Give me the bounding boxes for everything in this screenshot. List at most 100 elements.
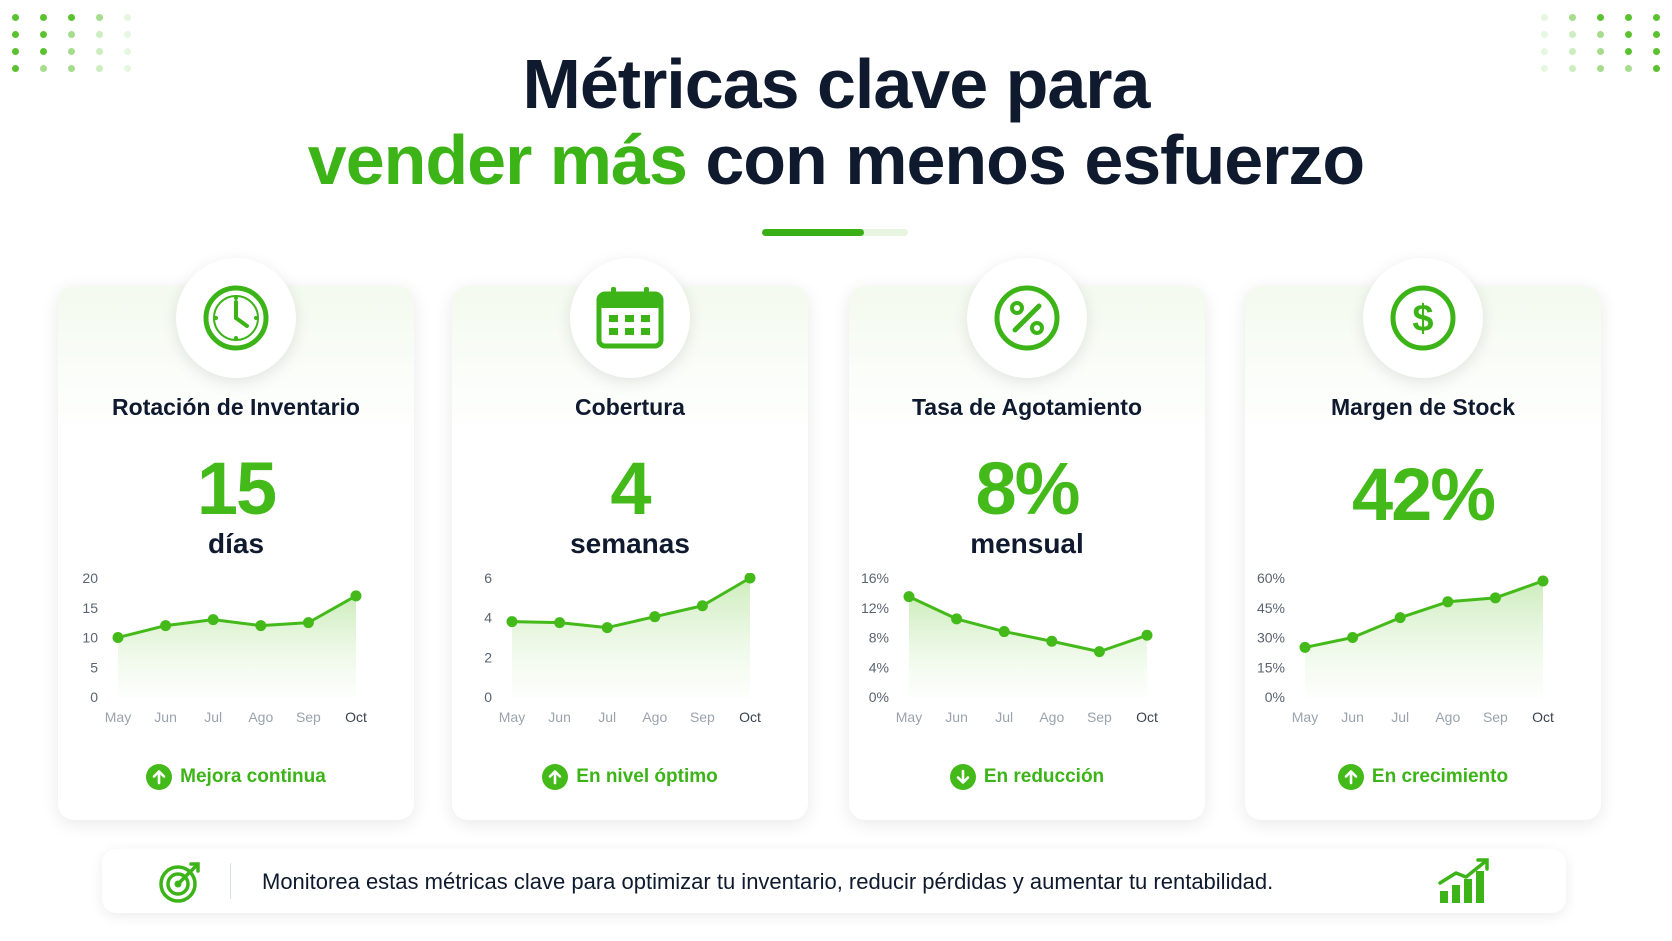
- metric-card-rotacion: Rotación de Inventario 15 días 20 15 10 5 0 M…: [58, 258, 414, 820]
- status-label: En nivel óptimo: [576, 766, 718, 787]
- series-area: [118, 595, 356, 697]
- y-tick-label: 12%: [861, 600, 889, 616]
- decorative-dot: [1597, 14, 1604, 21]
- decorative-dot: [1569, 31, 1576, 38]
- x-tick-label: Oct: [345, 709, 367, 725]
- y-tick-label: 5: [90, 659, 98, 675]
- series-line: [1304, 579, 1544, 649]
- arrow-up-icon: [542, 764, 569, 790]
- x-tick-label: Jun: [548, 709, 571, 725]
- y-tick-label: 30%: [1257, 630, 1285, 646]
- decorative-dot: [40, 65, 47, 72]
- data-point: [601, 622, 613, 634]
- y-tick-label: 20: [82, 573, 98, 586]
- x-tick-label: Ago: [1435, 709, 1460, 725]
- decorative-dot: [96, 14, 103, 21]
- decorative-dot: [1597, 65, 1604, 72]
- decorative-dot: [1541, 65, 1548, 72]
- x-tick-label: Jun: [154, 709, 177, 725]
- decorative-dot: [12, 65, 19, 72]
- dollar-icon: $: [1390, 285, 1456, 351]
- card-icon-wrapper: [176, 258, 296, 378]
- metric-card-agotamiento: Tasa de Agotamiento 8% mensual 16% 12% 8% 4…: [849, 258, 1205, 820]
- status-indicator: En crecimiento: [1245, 764, 1601, 790]
- decorative-dot: [1625, 48, 1632, 55]
- data-point: [255, 620, 267, 632]
- series-line: [117, 594, 357, 639]
- data-point: [350, 590, 362, 602]
- arrow-down-icon: [949, 764, 976, 790]
- y-tick-label: 15: [82, 600, 98, 616]
- y-tick-label: 6: [484, 573, 492, 586]
- decorative-dot: [1653, 48, 1660, 55]
- y-tick-label: 60%: [1257, 573, 1285, 586]
- data-point: [903, 591, 915, 603]
- title-underline: [762, 229, 908, 236]
- data-point: [554, 617, 566, 629]
- x-tick-label: Jul: [995, 709, 1013, 725]
- page-title-line1: Métricas clave para: [522, 45, 1151, 123]
- decorative-dot: [40, 31, 47, 38]
- x-tick-label: Sep: [1483, 709, 1508, 725]
- x-tick-label: Sep: [1087, 709, 1112, 725]
- data-point: [207, 614, 219, 626]
- series-line: [511, 576, 751, 630]
- card-value: 15: [196, 447, 277, 530]
- data-point: [951, 613, 963, 625]
- trend-chart: 16% 12% 8% 4% 0% May Jun Jul Ago Sep Oct: [861, 573, 1158, 725]
- data-point: [1141, 629, 1153, 641]
- y-tick-label: 10: [82, 630, 98, 646]
- status-indicator: Mejora continua: [58, 764, 414, 790]
- x-tick-label: May: [499, 709, 525, 725]
- status-label: En reducción: [983, 766, 1105, 787]
- trend-chart: 60% 45% 30% 15% 0% May Jun Jul Ago Sep Oct: [1257, 573, 1554, 725]
- decorative-dot: [1597, 48, 1604, 55]
- status-indicator: En reducción: [849, 764, 1205, 790]
- banner-text: Monitorea estas métricas clave para opti…: [262, 869, 1274, 894]
- calendar-icon: [596, 287, 664, 349]
- decorative-dot: [1541, 31, 1548, 38]
- decorative-dot: [1569, 14, 1576, 21]
- y-tick-label: 16%: [861, 573, 889, 586]
- decorative-dot: [1541, 48, 1548, 55]
- card-value: 4: [610, 447, 651, 530]
- card-title: Margen de Stock: [1330, 394, 1516, 420]
- decorative-dot: [1569, 48, 1576, 55]
- decorative-dot: [68, 65, 75, 72]
- y-tick-label: 0%: [869, 689, 889, 705]
- decorative-dot: [1569, 65, 1576, 72]
- decorative-dot: [124, 65, 131, 72]
- title-rest: con menos esfuerzo: [705, 121, 1365, 199]
- x-tick-label: Jul: [598, 709, 616, 725]
- decorative-dot: [68, 14, 75, 21]
- decorative-dot: [1597, 31, 1604, 38]
- metric-card-margen: $ Margen de Stock 42% 60% 45% 30% 15% 0% May J…: [1245, 258, 1601, 820]
- card-icon-wrapper: [967, 258, 1087, 378]
- y-tick-label: 4: [484, 610, 492, 626]
- decorative-dots-right: [1520, 14, 1660, 72]
- trend-chart: 6 4 2 0 May Jun Jul Ago Sep Oct: [484, 573, 761, 725]
- x-tick-label: Ago: [248, 709, 273, 725]
- trend-chart: 20 15 10 5 0 May Jun Jul Ago Sep Oct: [82, 573, 367, 725]
- data-point: [1046, 635, 1058, 647]
- decorative-dot: [68, 31, 75, 38]
- data-point: [998, 626, 1010, 638]
- data-point: [1394, 612, 1406, 624]
- data-point: [744, 573, 756, 584]
- data-point: [649, 611, 661, 623]
- card-unit: días: [207, 528, 265, 559]
- decorative-dot: [1653, 31, 1660, 38]
- arrow-up-icon: [1337, 764, 1364, 790]
- decorative-dot: [1653, 14, 1660, 21]
- series-area: [512, 578, 750, 697]
- data-point: [112, 632, 124, 643]
- series-line: [908, 595, 1148, 654]
- status-label: Mejora continua: [180, 766, 326, 787]
- page-title-line2: vender más con menos esfuerzo: [0, 120, 1672, 200]
- x-tick-label: Ago: [1039, 709, 1064, 725]
- x-tick-label: Oct: [1532, 709, 1554, 725]
- data-point: [1442, 596, 1454, 608]
- decorative-dot: [12, 31, 19, 38]
- x-tick-label: Oct: [739, 709, 761, 725]
- percent-icon: [994, 285, 1060, 351]
